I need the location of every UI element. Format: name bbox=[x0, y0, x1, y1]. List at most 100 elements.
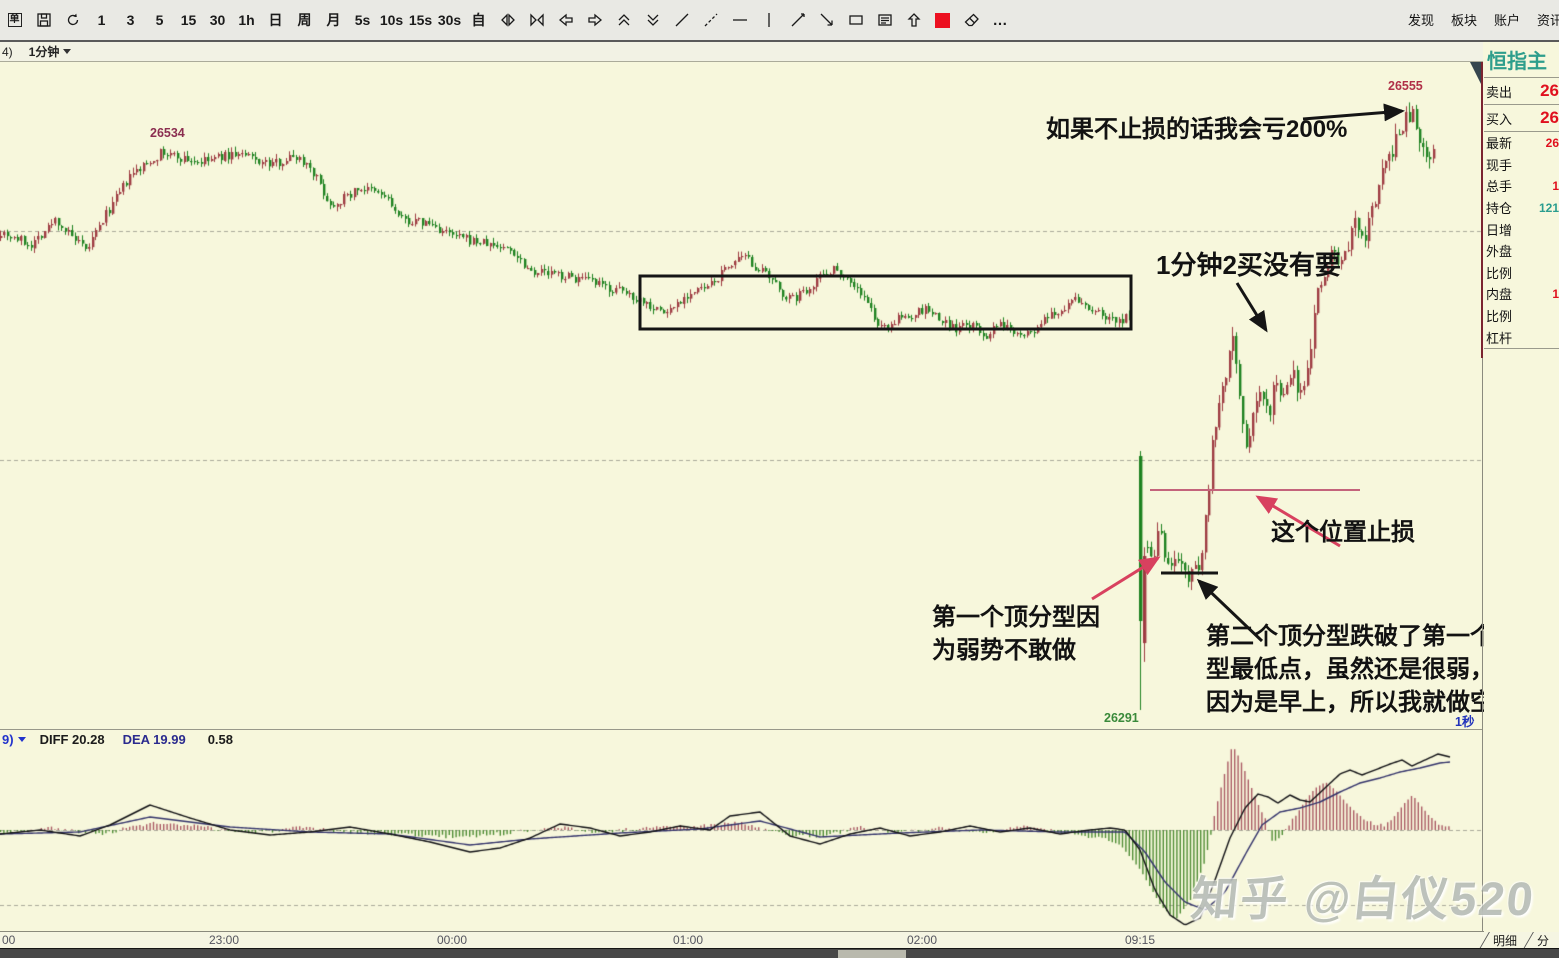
chart-annotation-text[interactable]: 如果不止损的话我会亏200% bbox=[1046, 116, 1348, 143]
quote-row-日增[interactable]: 日增 bbox=[1484, 218, 1559, 240]
quote-row-现手[interactable]: 现手 bbox=[1484, 154, 1559, 176]
horizontal-line-tool-icon[interactable] bbox=[725, 4, 754, 36]
period-week-button[interactable]: 周 bbox=[297, 12, 312, 28]
line-tool-icon[interactable] bbox=[667, 4, 696, 36]
macd-indicator-selector[interactable]: 9) bbox=[2, 731, 14, 747]
tab-detail[interactable]: 明细 bbox=[1482, 932, 1526, 949]
quote-label: 内盘 bbox=[1486, 287, 1513, 303]
chart-subheader: 4) 1分钟 bbox=[0, 42, 1483, 62]
menu-discover[interactable]: 发现 bbox=[1407, 12, 1434, 28]
period-15m-button[interactable]: 15 bbox=[180, 12, 197, 28]
marker-arrow-icon[interactable] bbox=[899, 4, 928, 36]
chart-annotation-text[interactable]: 1分钟2买没有要 bbox=[1156, 250, 1341, 280]
period-1m-button[interactable]: 1 bbox=[97, 12, 106, 28]
quote-row-外盘[interactable]: 外盘 bbox=[1484, 240, 1559, 262]
quote-row-内盘[interactable]: 内盘 1 bbox=[1484, 283, 1559, 305]
pan-right-icon[interactable] bbox=[580, 4, 609, 36]
time-tick-label: 01:00 bbox=[672, 933, 704, 947]
macd-header: 9) DIFF 20.28 DEA 19.99 0.58 bbox=[0, 729, 1483, 748]
period-day-button[interactable]: 日 bbox=[268, 12, 283, 28]
quote-value: 26 bbox=[1540, 81, 1559, 100]
toolbar-menu-right: 发现 板块 账户 资讯 bbox=[1408, 0, 1559, 38]
quote-label: 现手 bbox=[1486, 157, 1513, 173]
period-month-button[interactable]: 月 bbox=[326, 12, 341, 28]
expand-horizontal-icon[interactable] bbox=[493, 4, 522, 36]
period-30m-button[interactable]: 30 bbox=[209, 12, 226, 28]
quote-value: 1 bbox=[1552, 286, 1559, 301]
quote-row-持仓[interactable]: 持仓 121 bbox=[1484, 197, 1559, 219]
panel-divider-bottom[interactable] bbox=[1482, 358, 1483, 932]
time-tick-label: 09:15 bbox=[1124, 933, 1156, 947]
dashed-line-tool-icon[interactable] bbox=[696, 4, 725, 36]
chevron-down-icon[interactable] bbox=[63, 49, 72, 54]
arrow-tool-icon[interactable] bbox=[812, 4, 841, 36]
sidebar-splitter-handle[interactable] bbox=[1468, 58, 1481, 84]
quote-row-最新[interactable]: 最新 26 bbox=[1484, 132, 1559, 154]
time-axis: 00 23:00 00:00 01:00 02:00 09:15 明细分 bbox=[0, 931, 1559, 949]
collapse-horizontal-icon[interactable] bbox=[522, 4, 551, 36]
quote-row-比例[interactable]: 比例 bbox=[1484, 262, 1559, 284]
quote-label: 杠杆 bbox=[1486, 330, 1513, 346]
quote-row-总手[interactable]: 总手 1 bbox=[1484, 175, 1559, 197]
quote-row-买入[interactable]: 买入 26 bbox=[1484, 105, 1559, 132]
zoom-in-icon[interactable] bbox=[609, 4, 638, 36]
quote-row-杠杆[interactable]: 杠杆 bbox=[1484, 326, 1559, 348]
panel-divider-top[interactable] bbox=[1481, 40, 1483, 358]
menu-news[interactable]: 资讯 bbox=[1536, 12, 1559, 28]
quote-label: 买入 bbox=[1486, 111, 1513, 127]
time-tick-label: 23:00 bbox=[208, 933, 240, 947]
price-label: 26291 bbox=[1104, 711, 1139, 725]
price-label: 26555 bbox=[1388, 79, 1423, 93]
quote-row-卖出[interactable]: 卖出 26 bbox=[1484, 78, 1559, 105]
time-tick-label: 02:00 bbox=[906, 933, 938, 947]
period-1h-button[interactable]: 1h bbox=[238, 12, 255, 28]
refresh-icon[interactable] bbox=[58, 4, 87, 36]
quote-table: 卖出 26 买入 26 最新 26 现手 总手 1 持仓 121 日增 外盘 比例 内盘 1 比例 杠杆 bbox=[1484, 78, 1559, 349]
save-icon[interactable] bbox=[29, 4, 58, 36]
price-label: 1秒 bbox=[1455, 715, 1475, 729]
tab-minute[interactable]: 分 bbox=[1526, 932, 1558, 949]
chart-annotation-text[interactable]: 第一个顶分型因 为弱势不敢做 bbox=[932, 604, 1100, 664]
chevron-down-icon[interactable] bbox=[17, 736, 26, 742]
pan-left-icon[interactable] bbox=[551, 4, 580, 36]
period-custom-button[interactable]: 自 bbox=[471, 12, 486, 28]
quote-value: 26 bbox=[1545, 135, 1559, 150]
quote-label: 卖出 bbox=[1486, 84, 1513, 100]
more-tools-icon[interactable]: … bbox=[992, 11, 1009, 29]
period-30s-button[interactable]: 30s bbox=[437, 12, 462, 28]
zoom-out-icon[interactable] bbox=[638, 4, 667, 36]
bottom-tabs: 明细分 bbox=[1482, 932, 1558, 949]
chart-annotation-text[interactable]: 这个位置止损 bbox=[1271, 519, 1415, 546]
quote-row-比例[interactable]: 比例 bbox=[1484, 305, 1559, 327]
color-swatch[interactable] bbox=[928, 4, 957, 36]
quote-label: 日增 bbox=[1486, 222, 1513, 238]
period-5s-button[interactable]: 5s bbox=[354, 12, 371, 28]
quote-symbol-title[interactable]: 恒指主 bbox=[1484, 40, 1559, 78]
rectangle-tool-icon[interactable] bbox=[841, 4, 870, 36]
period-15s-button[interactable]: 15s bbox=[408, 12, 433, 28]
quote-label: 外盘 bbox=[1486, 244, 1513, 260]
macd-dea-value: DEA 19.99 bbox=[122, 731, 186, 747]
period-10s-button[interactable]: 10s bbox=[379, 12, 404, 28]
vertical-line-tool-icon[interactable] bbox=[754, 4, 783, 36]
symbol-prefix: 4) bbox=[2, 44, 13, 59]
note-tool-icon[interactable] bbox=[870, 4, 899, 36]
period-5m-button[interactable]: 5 bbox=[155, 12, 164, 28]
taskbar-highlight bbox=[838, 950, 906, 958]
window-bottom-strip bbox=[0, 948, 1559, 958]
eraser-icon[interactable] bbox=[957, 4, 986, 36]
price-label: 26534 bbox=[150, 126, 185, 140]
timeframe-selector[interactable]: 1分钟 bbox=[28, 45, 60, 59]
chart-window-icon[interactable]: 单 bbox=[7, 13, 22, 27]
quote-panel: 恒指主 卖出 26 买入 26 最新 26 现手 总手 1 持仓 121 日增 外盘 比例 内盘 1 比例 杠杆 bbox=[1484, 40, 1559, 932]
period-3m-button[interactable]: 3 bbox=[126, 12, 135, 28]
macd-bar-value: 0.58 bbox=[207, 731, 234, 747]
main-toolbar: 单 1 3 5 15 30 1h 日周月 5s 10s 15s 30s 自 … 发现 板块 账户 资讯 bbox=[0, 0, 1559, 42]
menu-account[interactable]: 账户 bbox=[1493, 12, 1520, 28]
quote-label: 比例 bbox=[1486, 265, 1513, 281]
ray-tool-icon[interactable] bbox=[783, 4, 812, 36]
menu-sectors[interactable]: 板块 bbox=[1450, 12, 1477, 28]
time-tick-label: 00 bbox=[2, 933, 16, 947]
